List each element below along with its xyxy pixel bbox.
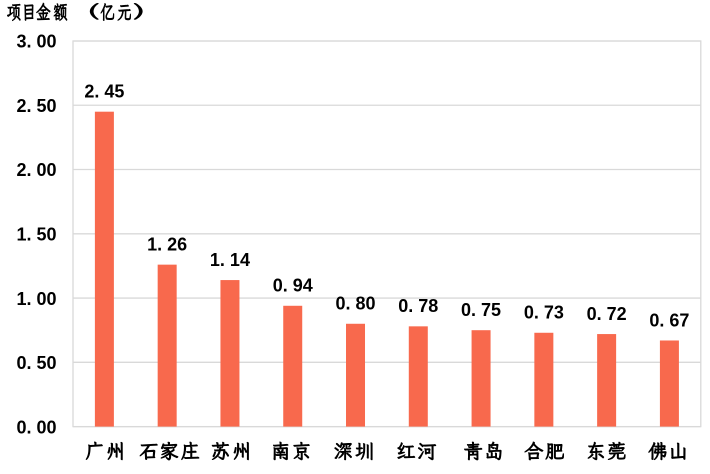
- svg-text:0. 67: 0. 67: [649, 310, 689, 330]
- svg-text:1. 00: 1. 00: [16, 289, 56, 309]
- svg-text:2. 00: 2. 00: [16, 160, 56, 180]
- svg-text:0. 78: 0. 78: [398, 296, 438, 316]
- svg-text:0. 00: 0. 00: [16, 417, 56, 437]
- svg-text:0. 94: 0. 94: [273, 276, 313, 296]
- svg-text:1. 14: 1. 14: [210, 250, 250, 270]
- svg-text:2. 45: 2. 45: [84, 81, 124, 101]
- svg-text:0. 75: 0. 75: [461, 300, 501, 320]
- svg-text:0. 72: 0. 72: [587, 304, 627, 324]
- svg-text:2. 50: 2. 50: [16, 96, 56, 116]
- svg-text:0. 50: 0. 50: [16, 353, 56, 373]
- svg-text:1. 26: 1. 26: [147, 234, 187, 254]
- svg-text:1. 50: 1. 50: [16, 225, 56, 245]
- svg-text:0. 80: 0. 80: [335, 294, 375, 314]
- svg-text:0. 73: 0. 73: [524, 303, 564, 323]
- svg-text:3. 00: 3. 00: [16, 32, 56, 52]
